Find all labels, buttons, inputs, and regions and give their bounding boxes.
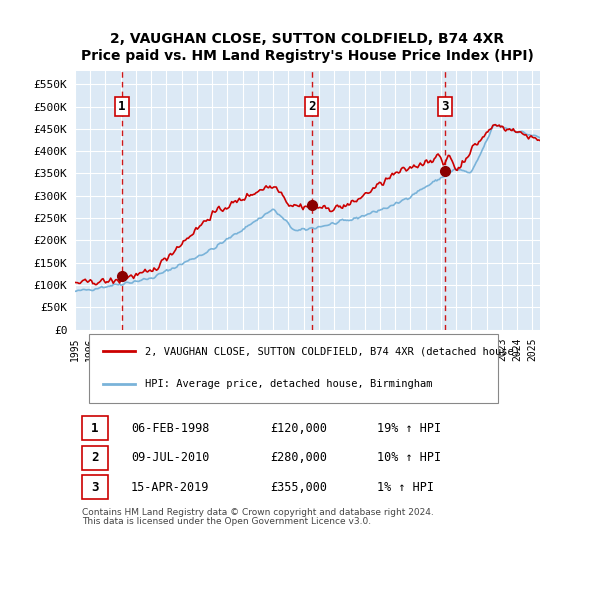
Text: 1% ↑ HPI: 1% ↑ HPI [377,481,434,494]
Title: 2, VAUGHAN CLOSE, SUTTON COLDFIELD, B74 4XR
Price paid vs. HM Land Registry's Ho: 2, VAUGHAN CLOSE, SUTTON COLDFIELD, B74 … [81,32,534,63]
Text: 06-FEB-1998: 06-FEB-1998 [131,422,209,435]
Text: 09-JUL-2010: 09-JUL-2010 [131,451,209,464]
Text: 15-APR-2019: 15-APR-2019 [131,481,209,494]
Text: 3: 3 [91,481,98,494]
Text: Contains HM Land Registry data © Crown copyright and database right 2024.: Contains HM Land Registry data © Crown c… [82,507,434,517]
Text: 19% ↑ HPI: 19% ↑ HPI [377,422,442,435]
FancyBboxPatch shape [82,446,107,470]
Text: HPI: Average price, detached house, Birmingham: HPI: Average price, detached house, Birm… [145,379,432,389]
Text: 2: 2 [308,100,316,113]
Text: This data is licensed under the Open Government Licence v3.0.: This data is licensed under the Open Gov… [82,517,371,526]
Text: 3: 3 [442,100,449,113]
Text: £280,000: £280,000 [270,451,328,464]
Text: 10% ↑ HPI: 10% ↑ HPI [377,451,442,464]
FancyBboxPatch shape [82,476,107,499]
Text: £355,000: £355,000 [270,481,328,494]
Text: £120,000: £120,000 [270,422,328,435]
Text: 2, VAUGHAN CLOSE, SUTTON COLDFIELD, B74 4XR (detached house): 2, VAUGHAN CLOSE, SUTTON COLDFIELD, B74 … [145,346,520,356]
Text: 1: 1 [118,100,126,113]
FancyBboxPatch shape [89,333,498,403]
Text: 2: 2 [91,451,98,464]
FancyBboxPatch shape [82,417,107,440]
Text: 1: 1 [91,422,98,435]
